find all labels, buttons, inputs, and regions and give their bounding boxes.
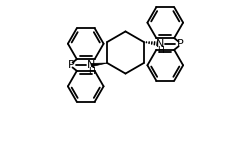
Text: N: N	[155, 39, 164, 49]
Text: H: H	[88, 67, 94, 77]
Text: N: N	[86, 60, 95, 70]
Text: P: P	[67, 60, 74, 70]
Text: H: H	[156, 46, 163, 55]
Polygon shape	[90, 63, 107, 67]
Text: P: P	[176, 39, 183, 49]
